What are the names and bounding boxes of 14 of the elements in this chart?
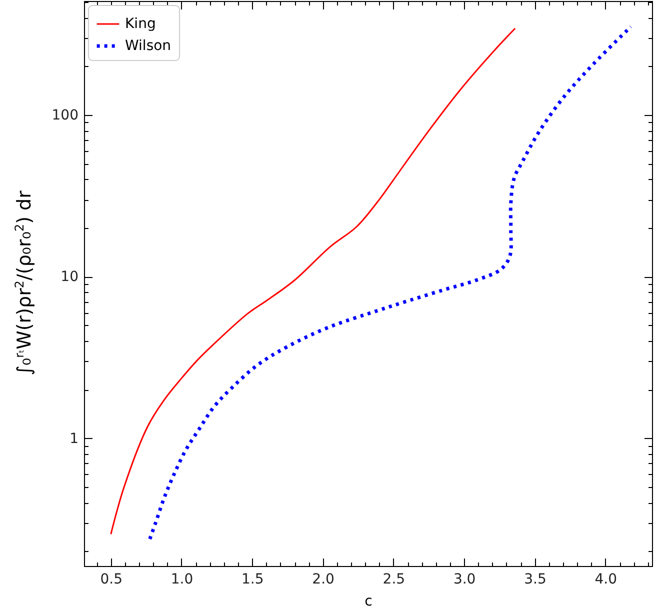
x-tick-label: 1.0 — [170, 572, 194, 588]
y-tick-label: 1 — [70, 430, 78, 447]
x-tick-label: 0.5 — [100, 572, 122, 588]
x-tick-label: 2.0 — [312, 572, 334, 588]
y-tick-label: 100 — [52, 108, 78, 124]
x-tick-label: 3.0 — [453, 572, 476, 588]
x-tick-label: 4.0 — [594, 572, 618, 588]
y-tick-label: 10 — [60, 269, 78, 286]
legend-label: King — [125, 16, 156, 32]
x-tick-label: 1.5 — [242, 572, 264, 588]
x-tick-label: 2.5 — [382, 572, 406, 588]
x-tick-label: 3.5 — [524, 572, 546, 588]
legend-label: Wilson — [125, 38, 172, 54]
x-axis-title: c — [364, 594, 372, 609]
